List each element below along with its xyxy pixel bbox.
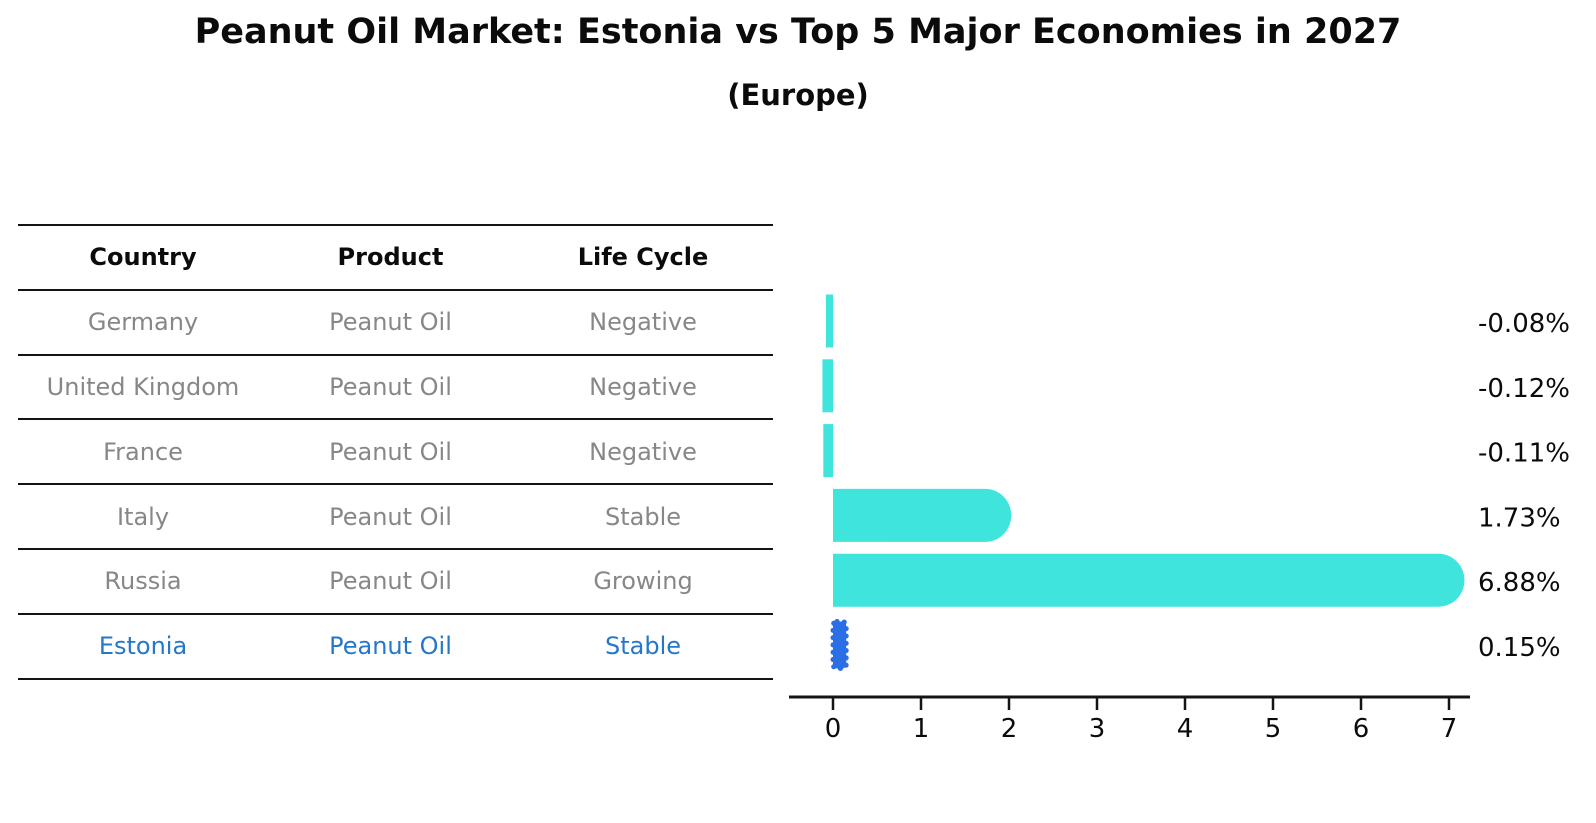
value-label: 0.15% xyxy=(1478,633,1561,663)
x-axis-tick-label: 2 xyxy=(1001,714,1018,744)
table-cell-product: Peanut Oil xyxy=(329,632,452,661)
table-cell-product: Peanut Oil xyxy=(329,372,452,401)
x-axis-tick-label: 6 xyxy=(1353,714,1370,744)
bar-united-kingdom xyxy=(822,359,833,413)
table-cell-country: United Kingdom xyxy=(46,372,240,401)
table-cell-product: Peanut Oil xyxy=(329,437,452,466)
value-label: 1.73% xyxy=(1478,503,1561,533)
x-axis-tick-label: 5 xyxy=(1265,714,1282,744)
value-label: -0.12% xyxy=(1478,374,1570,404)
x-axis-tick-label: 1 xyxy=(913,714,930,744)
table-row: France Peanut Oil Negative xyxy=(18,418,773,483)
table-cell-product: Peanut Oil xyxy=(329,502,452,531)
table-row: United Kingdom Peanut Oil Negative xyxy=(18,353,773,419)
table-cell-lifecycle: Negative xyxy=(589,308,697,337)
table-cell-product: Peanut Oil xyxy=(329,567,452,596)
table-header-lifecycle: Life Cycle xyxy=(577,243,709,272)
table-row: Germany Peanut Oil Negative xyxy=(18,288,773,354)
country-table: Country Product Life Cycle Germany Peanu… xyxy=(18,224,773,680)
value-label: -0.11% xyxy=(1478,439,1570,469)
bar-france xyxy=(823,424,833,478)
chart-subtitle: (Europe) xyxy=(727,78,869,112)
table-cell-lifecycle: Stable xyxy=(604,632,682,661)
table-header-row: Country Product Life Cycle xyxy=(18,224,773,289)
table-cell-country: Estonia xyxy=(98,632,188,661)
bar-germany xyxy=(825,294,833,348)
bar-italy xyxy=(833,488,1012,542)
table-cell-lifecycle: Negative xyxy=(589,372,697,401)
table-header-country: Country xyxy=(89,243,197,272)
table-cell-country: Germany xyxy=(87,308,199,337)
bar-chart: 0 1 2 3 4 5 6 7 -0.08% -0.12% -0.11% 1.73% 6.88% 0.15… xyxy=(789,294,1570,744)
table-row: Estonia Peanut Oil Stable xyxy=(18,612,773,678)
table-cell-lifecycle: Stable xyxy=(604,502,682,531)
x-axis-tick-label: 7 xyxy=(1441,714,1458,744)
x-axis-tick-label: 4 xyxy=(1177,714,1194,744)
value-label: 6.88% xyxy=(1478,568,1561,598)
x-axis-tick-label: 3 xyxy=(1089,714,1106,744)
table-cell-country: Italy xyxy=(116,502,170,531)
x-axis-tick-label: 0 xyxy=(825,714,842,744)
table-cell-country: France xyxy=(103,437,183,466)
table-cell-lifecycle: Growing xyxy=(593,567,693,596)
table-cell-lifecycle: Negative xyxy=(589,437,697,466)
table-row: Italy Peanut Oil Stable xyxy=(18,483,773,548)
chart-title: Peanut Oil Market: Estonia vs Top 5 Majo… xyxy=(194,12,1402,52)
table-cell-country: Russia xyxy=(104,567,182,596)
table-header-product: Product xyxy=(337,243,444,272)
value-label: -0.08% xyxy=(1478,309,1570,339)
table-cell-product: Peanut Oil xyxy=(329,308,452,337)
table-row: Russia Peanut Oil Growing xyxy=(18,547,773,613)
bar-estonia xyxy=(830,619,849,671)
bar-russia xyxy=(833,553,1465,607)
